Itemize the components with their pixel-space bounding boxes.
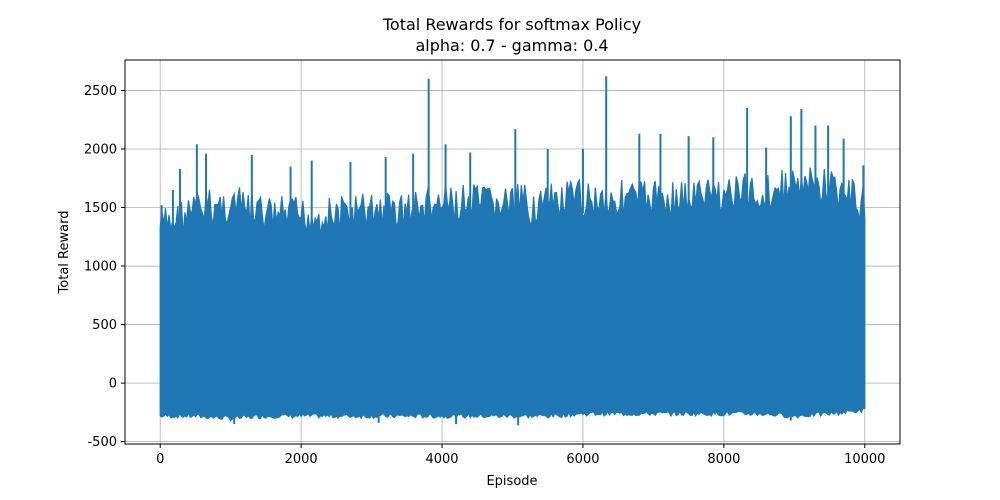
reward-series-line bbox=[159, 167, 866, 422]
x-axis-label: Episode bbox=[486, 474, 537, 489]
y-tick-label: 500 bbox=[92, 318, 117, 333]
y-tick-label: 2500 bbox=[84, 84, 117, 99]
chart-subtitle: alpha: 0.7 - gamma: 0.4 bbox=[415, 36, 608, 55]
y-tick-label: 0 bbox=[109, 377, 117, 392]
plot-frame bbox=[124, 59, 901, 445]
y-tick-label: -500 bbox=[87, 435, 117, 450]
x-tick-label: 0 bbox=[156, 452, 164, 467]
plot-area bbox=[159, 76, 866, 426]
x-tick-label: 10000 bbox=[844, 452, 885, 467]
x-axis-ticks: 0 2000 4000 6000 8000 10000 bbox=[156, 444, 885, 467]
y-axis-label: Total Reward bbox=[57, 211, 72, 295]
chart-title: Total Rewards for softmax Policy bbox=[382, 15, 641, 34]
y-tick-label: 2000 bbox=[84, 142, 117, 157]
x-tick-label: 8000 bbox=[707, 452, 740, 467]
reward-series-spikes bbox=[160, 76, 865, 426]
y-axis-ticks: -500 0 500 1000 1500 2000 2500 bbox=[84, 84, 125, 450]
y-tick-label: 1000 bbox=[84, 260, 117, 275]
x-tick-label: 2000 bbox=[285, 452, 318, 467]
y-tick-label: 1500 bbox=[84, 201, 117, 216]
x-tick-label: 6000 bbox=[566, 452, 599, 467]
x-tick-label: 4000 bbox=[425, 452, 458, 467]
